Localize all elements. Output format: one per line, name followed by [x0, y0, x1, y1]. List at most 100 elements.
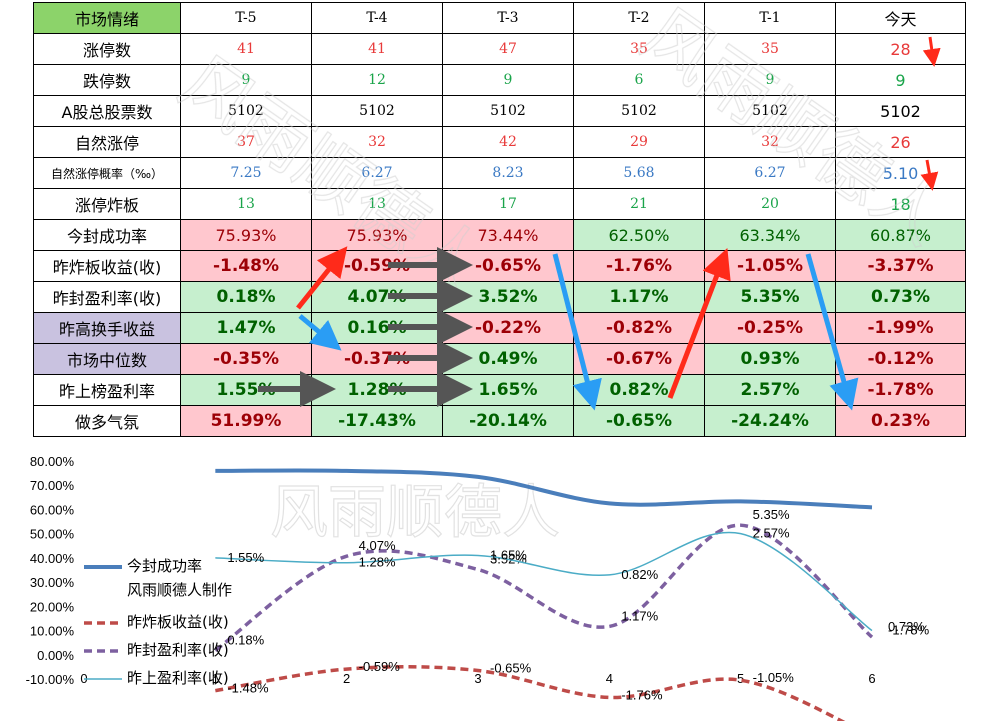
table-cell: 5102: [835, 95, 966, 127]
table-cell: 9: [442, 64, 574, 96]
table-row: 做多气氛 51.99% -17.43% -20.14% -0.65% -24.24% 0.2…: [33, 405, 966, 437]
table-cell: 5102: [311, 95, 443, 127]
row-label: 昨上榜盈利率: [33, 374, 181, 406]
table-cell: 9: [704, 64, 836, 96]
table-row: 昨封盈利率(收) 0.18% 4.07% 3.52% 1.17% 5.35% 0.73%: [33, 281, 966, 313]
y-tick-label: -10.00%: [26, 672, 75, 687]
table-cell: -0.25%: [704, 312, 836, 344]
table-cell: 62.50%: [573, 219, 705, 251]
table-cell: 75.93%: [311, 219, 443, 251]
row-label: 今封成功率: [33, 219, 181, 251]
table-cell: -1.48%: [180, 250, 312, 282]
table-cell: 13: [311, 188, 443, 220]
row-label: 昨封盈利率(收): [33, 281, 181, 313]
table-cell: 0.49%: [442, 343, 574, 375]
y-tick-label: 20.00%: [30, 599, 75, 614]
x-tick-label: 4: [606, 671, 613, 686]
table-cell: -1.78%: [835, 374, 966, 406]
row-label: 市场中位数: [33, 343, 181, 375]
table-cell: 32: [311, 126, 443, 158]
table-cell: 41: [311, 33, 443, 65]
table-cell: 5.35%: [704, 281, 836, 313]
table-cell: -1.99%: [835, 312, 966, 344]
table-cell: 7.25: [180, 157, 312, 189]
data-label: 0.18%: [227, 632, 264, 647]
table-cell: 13: [180, 188, 312, 220]
data-label: 5.35%: [753, 507, 790, 522]
data-label: 1.55%: [227, 550, 264, 565]
y-tick-label: 60.00%: [30, 502, 75, 517]
table-cell: -0.35%: [180, 343, 312, 375]
legend-label: 昨炸板收益(收): [127, 613, 229, 631]
y-tick-label: 50.00%: [30, 527, 75, 542]
table-cell: 41: [180, 33, 312, 65]
table-cell: -0.59%: [311, 250, 443, 282]
table-cell: -17.43%: [311, 405, 443, 437]
x-tick-label: 2: [343, 671, 350, 686]
data-label: -1.78%: [888, 623, 930, 638]
table-cell: 0.93%: [704, 343, 836, 375]
row-label: 涨停炸板: [33, 188, 181, 220]
market-sentiment-table: 市场情绪 T-5 T-4 T-3 T-2 T-1 今天 涨停数 41 41 47 35 3…: [33, 2, 966, 437]
table-cell: 8.23: [442, 157, 574, 189]
table-cell: 21: [573, 188, 705, 220]
data-label: 0.82%: [621, 567, 658, 582]
table-cell: -20.14%: [442, 405, 574, 437]
table-cell: 1.47%: [180, 312, 312, 344]
legend-label: 昨封盈利率(收): [127, 641, 229, 659]
x-tick-label: 6: [868, 671, 875, 686]
y-tick-label: 0.00%: [37, 648, 74, 663]
header-cell: 市场情绪: [33, 2, 181, 34]
table-row: A股总股票数 5102 5102 5102 5102 5102 5102: [33, 95, 966, 127]
table-cell: 0.16%: [311, 312, 443, 344]
table-cell: -1.05%: [704, 250, 836, 282]
data-label: 1.28%: [359, 555, 396, 570]
table-cell: -1.76%: [573, 250, 705, 282]
y-tick-label: 80.00%: [30, 454, 75, 469]
table-row: 跌停数 9 12 9 6 9 9: [33, 64, 966, 96]
row-label: 自然涨停概率（‰）: [33, 157, 181, 189]
series-line: [215, 665, 846, 721]
table-cell: 5.10: [835, 157, 966, 189]
watermark-text: 风雨顺德人: [270, 478, 560, 546]
table-cell: 35: [704, 33, 836, 65]
table-cell: 0.23%: [835, 405, 966, 437]
table-cell: -0.82%: [573, 312, 705, 344]
header-cell: 今天: [835, 2, 966, 34]
table-cell: 6: [573, 64, 705, 96]
data-label: -0.65%: [490, 661, 532, 676]
row-label: 涨停数: [33, 33, 181, 65]
table-cell: -0.65%: [573, 405, 705, 437]
y-tick-label: 40.00%: [30, 551, 75, 566]
table-cell: 6.27: [704, 157, 836, 189]
table-cell: 60.87%: [835, 219, 966, 251]
table-cell: 63.34%: [704, 219, 836, 251]
table-cell: 20: [704, 188, 836, 220]
data-label: -1.48%: [227, 681, 269, 696]
row-label: 做多气氛: [33, 405, 181, 437]
series-line: [215, 531, 873, 632]
table-cell: 1.55%: [180, 374, 312, 406]
data-label: 2.57%: [753, 526, 790, 541]
table-row: 昨上榜盈利率 1.55% 1.28% 1.65% 0.82% 2.57% -1.78%: [33, 374, 966, 406]
table-cell: 5.68: [573, 157, 705, 189]
data-label: -1.76%: [621, 687, 663, 702]
y-tick-label: 30.00%: [30, 575, 75, 590]
table-row: 市场中位数 -0.35% -0.37% 0.49% -0.67% 0.93% -0.12%: [33, 343, 966, 375]
table-row: 自然涨停 37 32 42 29 32 26: [33, 126, 966, 158]
data-label: 1.17%: [621, 608, 658, 623]
table-header-row: 市场情绪 T-5 T-4 T-3 T-2 T-1 今天: [33, 2, 966, 34]
line-chart: 风雨顺德人 -10.00% 0.00% 10.00% 20.00% 30.00% 40.00…: [26, 454, 930, 721]
table-cell: 5102: [180, 95, 312, 127]
table-cell: 73.44%: [442, 219, 574, 251]
legend-label: 今封成功率: [127, 557, 202, 575]
row-label: 昨高换手收益: [33, 312, 181, 344]
table-cell: 5102: [573, 95, 705, 127]
table-cell: 35: [573, 33, 705, 65]
header-cell: T-1: [704, 2, 836, 34]
table-cell: 75.93%: [180, 219, 312, 251]
table-cell: 29: [573, 126, 705, 158]
legend-label: 昨上盈利率(收): [127, 669, 229, 687]
table-cell: -3.37%: [835, 250, 966, 282]
row-label: 昨炸板收益(收): [33, 250, 181, 282]
